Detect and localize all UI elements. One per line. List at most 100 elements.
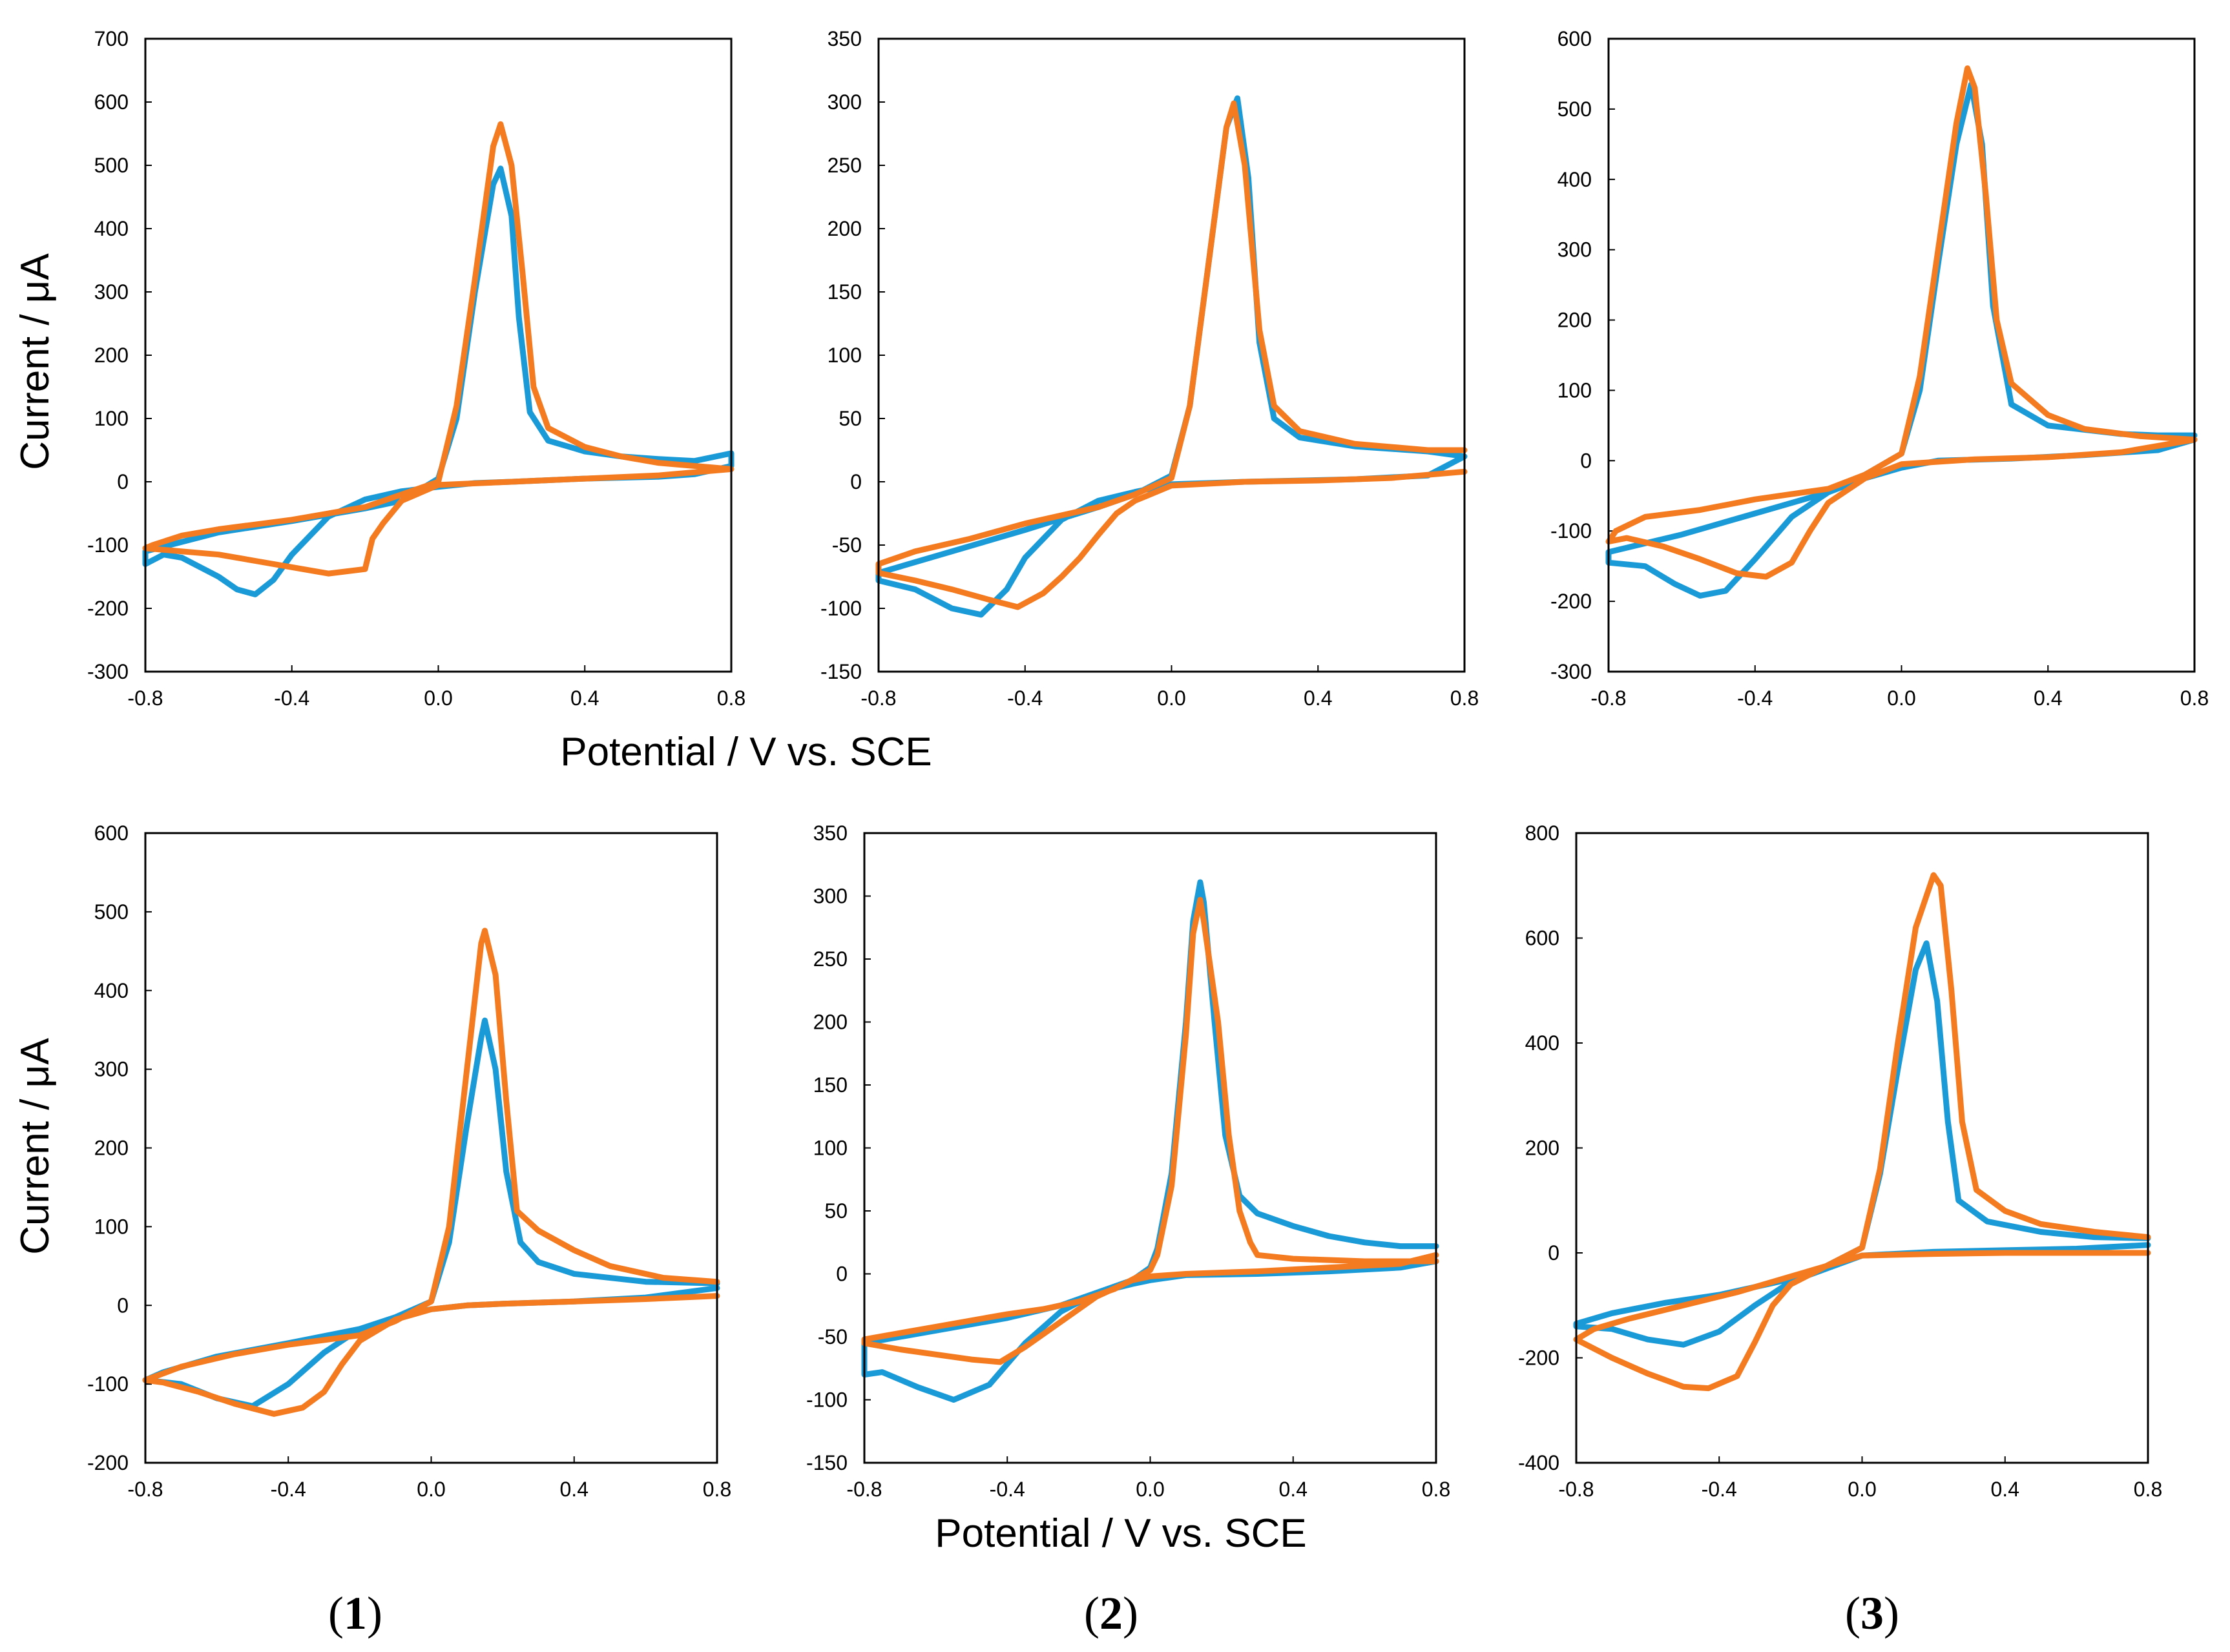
plot-frame [1575, 832, 2149, 1464]
x-axis-title-bottom: Potential / V vs. SCE [935, 1511, 1306, 1556]
column-label-3: (3) [1845, 1587, 1899, 1639]
chart-panel-1: 700 600 500 400 300 200 100 0 -100 -200 -300 -0.8 -0… [87, 27, 745, 710]
y-tick-label: 350 [828, 27, 862, 50]
y-tick-label: 300 [828, 90, 862, 114]
x-axis-title-top: Potential / V vs. SCE [560, 730, 932, 774]
y-tick-label: 200 [813, 1011, 848, 1034]
x-tick-label: 0.4 [570, 687, 599, 710]
y-tick-label: -200 [1518, 1347, 1559, 1370]
cv-curve-orange [1605, 65, 2198, 580]
x-tick-label: -0.4 [271, 1478, 306, 1501]
x-tick-label: 0.0 [424, 687, 452, 710]
x-tick-label: 0.0 [1848, 1478, 1876, 1501]
chart-panel-4: 600 500 400 300 200 100 0 -100 -200 -0.8 -0.4 0.0 0.… [87, 821, 731, 1501]
y-tick-label: 500 [1558, 98, 1592, 121]
y-tick-label: 100 [1558, 378, 1592, 402]
y-tick-label: 100 [94, 407, 129, 430]
cv-curve-orange [142, 927, 720, 1417]
y-tick-label: 400 [94, 217, 129, 240]
column-label-2: (2) [1084, 1587, 1138, 1639]
y-tick-label: 150 [828, 280, 862, 304]
y-tick-label: -100 [1550, 519, 1592, 542]
chart-panel-5: 350 300 250 200 150 100 50 0 -50 -100 -150 -0.8 -0.4… [806, 821, 1450, 1501]
x-tick-label: 0.8 [1450, 687, 1479, 710]
plot-frame [144, 832, 718, 1464]
x-tick-label: -0.4 [1737, 687, 1773, 710]
plot-frame [144, 37, 733, 673]
y-tick-label: -150 [820, 660, 862, 683]
y-tick-label: -50 [832, 533, 862, 557]
y-tick-label: -400 [1518, 1451, 1559, 1474]
y-tick-label: 700 [94, 27, 129, 50]
cv-curve-orange [861, 896, 1439, 1365]
y-tick-label: 0 [117, 470, 129, 493]
x-tick-label: -0.8 [846, 1478, 882, 1501]
y-tick-label: 150 [813, 1073, 848, 1097]
x-tick-label: -0.4 [274, 687, 309, 710]
y-tick-label: 400 [94, 979, 129, 1002]
y-tick-label: 250 [813, 947, 848, 971]
y-tick-label: -300 [1550, 660, 1592, 683]
y-tick-label: 100 [94, 1215, 129, 1238]
y-tick-label: 200 [1525, 1137, 1559, 1160]
y-tick-label: 600 [1558, 27, 1592, 50]
x-tick-label: 0.4 [1304, 687, 1332, 710]
x-tick-label: 0.4 [2034, 687, 2062, 710]
cv-curve-blue [1605, 81, 2198, 599]
y-tick-label: 250 [828, 154, 862, 177]
x-tick-label: -0.8 [127, 687, 163, 710]
y-tick-label: 350 [813, 821, 848, 845]
y-tick-label: 500 [94, 154, 129, 177]
y-tick-label: 0 [850, 470, 862, 493]
y-tick-label: 300 [813, 885, 848, 908]
x-tick-label: -0.4 [1702, 1478, 1737, 1501]
x-tick-label: 0.8 [703, 1478, 731, 1501]
y-tick-label: -100 [87, 533, 129, 557]
x-tick-label: -0.4 [1007, 687, 1043, 710]
x-tick-label: 0.8 [1422, 1478, 1450, 1501]
y-tick-label: 100 [813, 1137, 848, 1160]
y-tick-label: 600 [1525, 927, 1559, 950]
y-tick-label: 200 [1558, 309, 1592, 332]
chart-panel-3: 600 500 400 300 200 100 0 -100 -200 -300 -0.8 -0.4 0… [1550, 27, 2209, 710]
y-axis-title-top: Current / μA [13, 253, 57, 470]
y-tick-label: 300 [1558, 238, 1592, 262]
y-tick-label: -200 [87, 597, 129, 620]
y-tick-label: 50 [824, 1199, 848, 1223]
x-tick-label: -0.8 [1558, 1478, 1594, 1501]
plot-frame [863, 832, 1437, 1464]
y-tick-label: 0 [1580, 449, 1592, 472]
x-tick-label: 0.8 [717, 687, 745, 710]
y-tick-label: -50 [818, 1325, 848, 1348]
y-tick-label: 400 [1558, 168, 1592, 191]
y-tick-label: -100 [87, 1372, 129, 1396]
y-tick-label: 200 [94, 344, 129, 367]
y-tick-label: 500 [94, 900, 129, 924]
y-tick-label: 0 [836, 1263, 848, 1286]
x-tick-label: 0.0 [1136, 1478, 1164, 1501]
y-tick-label: 200 [94, 1137, 129, 1160]
cv-curve-blue [142, 1017, 720, 1409]
y-tick-label: 100 [828, 344, 862, 367]
y-tick-label: 50 [839, 407, 862, 430]
y-tick-label: -300 [87, 660, 129, 683]
y-tick-label: 300 [94, 280, 129, 304]
x-tick-label: 0.8 [2180, 687, 2209, 710]
cv-curve-orange [142, 121, 735, 577]
x-tick-label: 0.4 [560, 1478, 589, 1501]
y-tick-label: -200 [87, 1451, 129, 1474]
x-tick-label: 0.8 [2134, 1478, 2162, 1501]
cv-curve-orange [1573, 872, 2151, 1392]
y-tick-label: 200 [828, 217, 862, 240]
x-tick-label: -0.8 [860, 687, 896, 710]
y-axis-title-bottom: Current / μA [13, 1038, 57, 1255]
y-tick-label: 300 [94, 1058, 129, 1081]
y-tick-label: 600 [94, 90, 129, 114]
x-tick-label: 0.4 [1991, 1478, 2019, 1501]
chart-panel-6: 800 600 400 200 0 -200 -400 -0.8 -0.4 0.0 0.4 0.8 [1518, 821, 2162, 1501]
y-tick-label: -100 [820, 597, 862, 620]
chart-panel-2: 350 300 250 200 150 100 50 0 -50 -100 -150 -0.8 -0.4… [820, 27, 1479, 710]
y-tick-label: -200 [1550, 590, 1592, 613]
x-tick-label: -0.8 [1590, 687, 1626, 710]
